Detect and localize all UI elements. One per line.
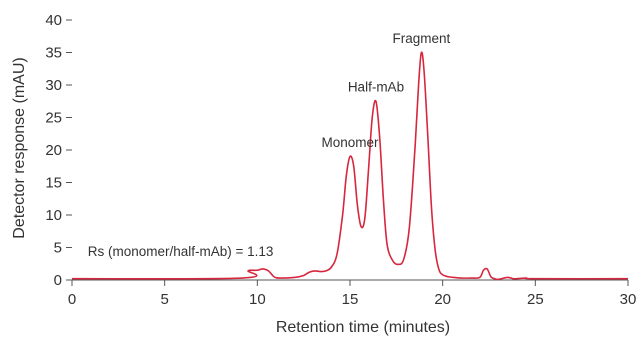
y-tick-label: 15	[45, 175, 62, 192]
y-tick-label: 35	[45, 45, 62, 62]
half-mab-annotation: Half-mAb	[348, 80, 404, 95]
y-tick-label: 40	[45, 12, 62, 29]
x-tick-label: 10	[249, 291, 266, 308]
monomer-annotation: Monomer	[321, 135, 379, 150]
x-tick-label: 20	[434, 291, 451, 308]
resolution-annotation: Rs (monomer/half-mAb) = 1.13	[88, 244, 274, 259]
x-tick-label: 15	[342, 291, 359, 308]
y-tick-label: 5	[54, 240, 62, 257]
y-tick-label: 0	[54, 272, 62, 289]
y-axis-ticks: 0 5 10 15 20 25 30 35 40	[45, 12, 72, 289]
y-tick-label: 25	[45, 110, 62, 127]
x-tick-label: 0	[68, 291, 76, 308]
x-tick-label: 5	[160, 291, 168, 308]
y-tick-label: 30	[45, 77, 62, 94]
y-axis-title: Detector response (mAU)	[11, 57, 28, 238]
x-axis-ticks: 0 5 10 15 20 25 30	[68, 280, 637, 308]
x-axis-title: Retention time (minutes)	[276, 319, 450, 336]
x-tick-label: 25	[527, 291, 544, 308]
fragment-annotation: Fragment	[392, 31, 450, 46]
y-tick-label: 10	[45, 207, 62, 224]
chromatogram-trace	[71, 51, 629, 281]
y-tick-label: 20	[45, 142, 62, 159]
x-tick-label: 30	[620, 291, 637, 308]
